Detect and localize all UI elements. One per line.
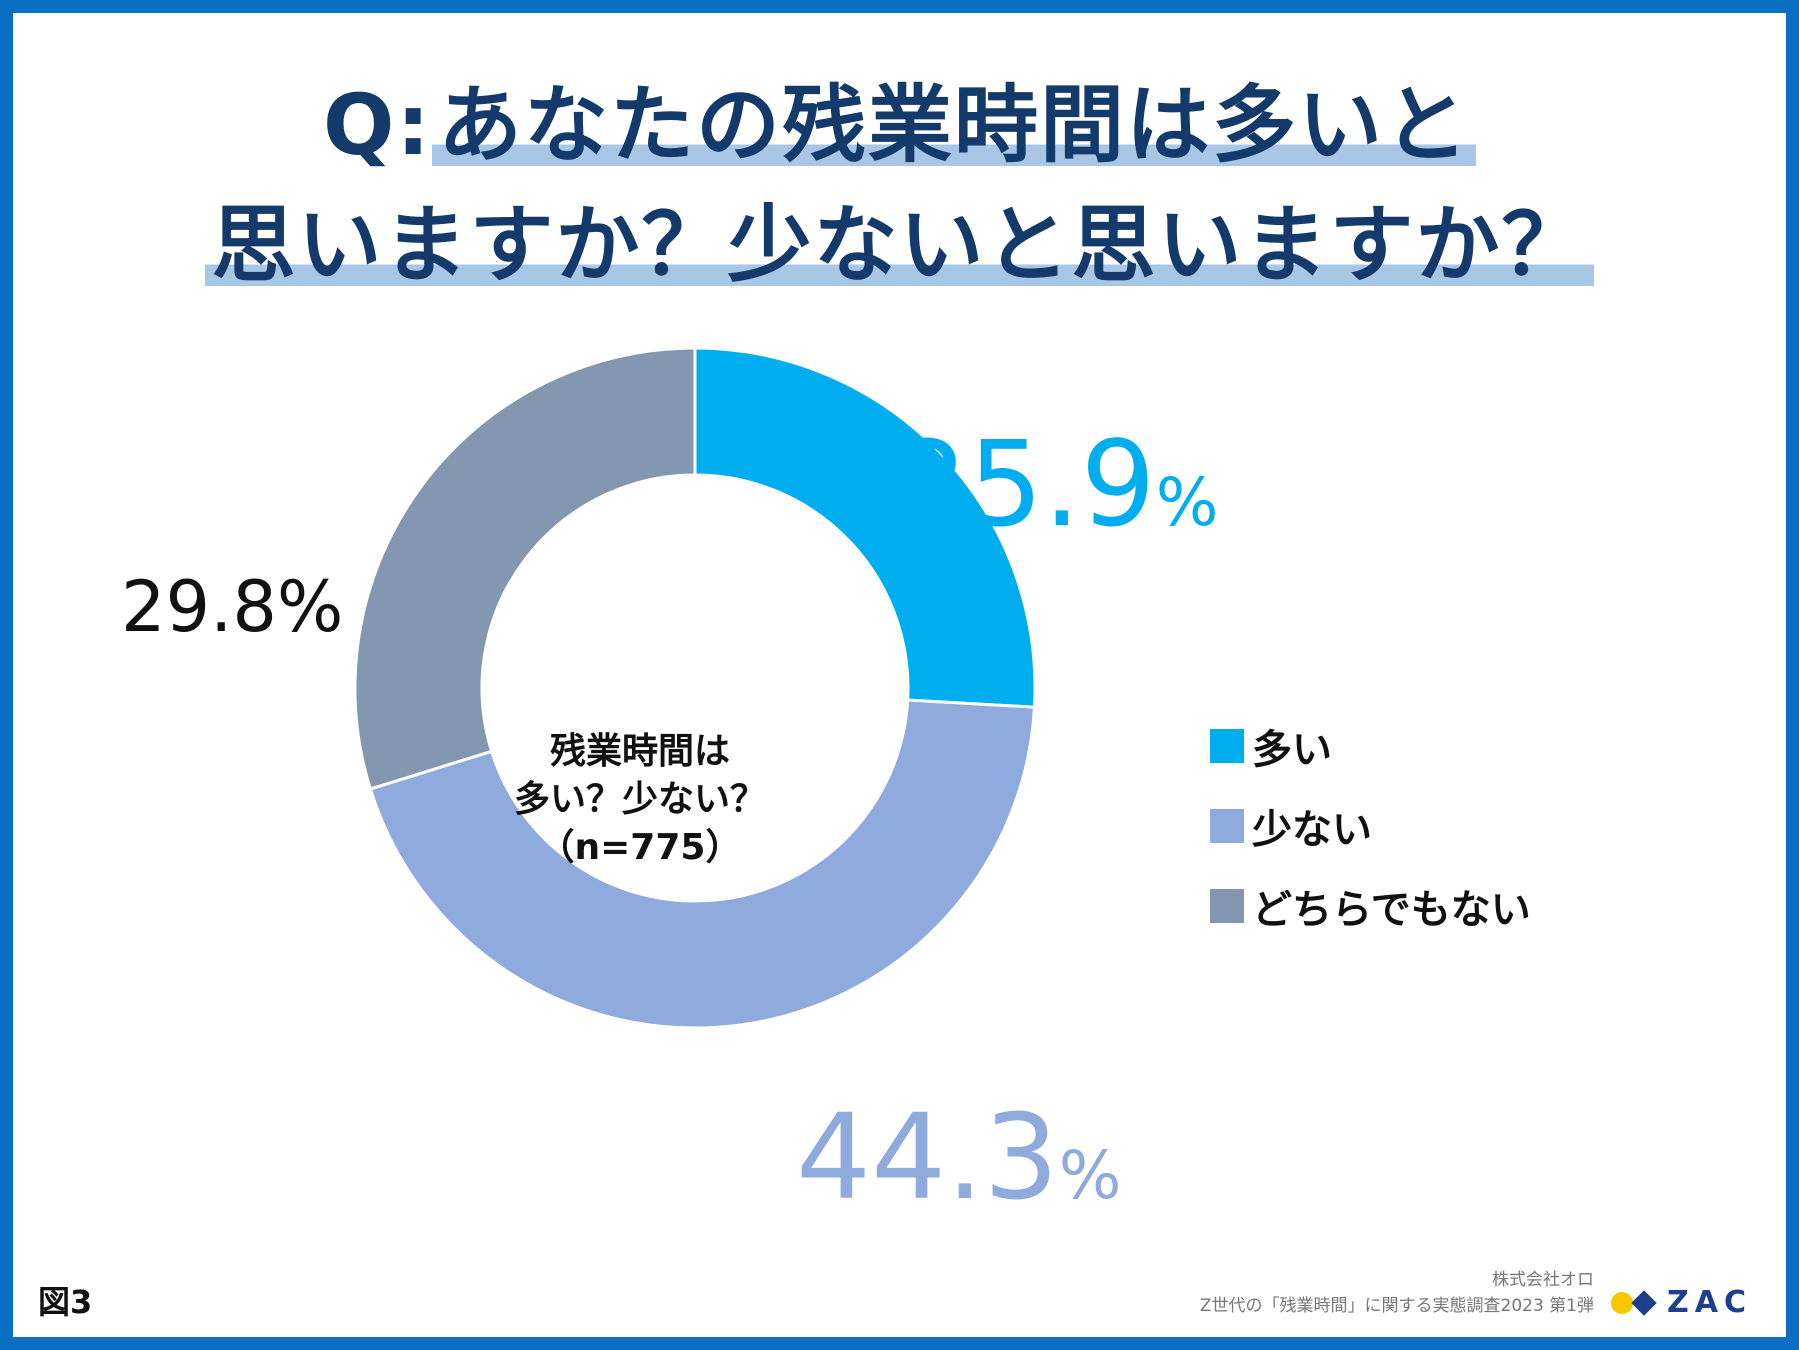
legend-swatch-few — [1210, 809, 1244, 843]
center-label-line-2: 多い？少ない？ — [513, 779, 766, 820]
logo-text: ZAC — [1667, 1285, 1752, 1320]
legend-item-neither: どちらでもない — [1210, 866, 1531, 946]
slice-few — [368, 698, 1037, 1030]
legend-label-few: 少ない — [1252, 807, 1372, 853]
credit-block: 株式会社オロ Z世代の「残業時間」に関する実態調査2023 第1弾 — [1200, 1267, 1594, 1319]
legend-swatch-many — [1210, 729, 1244, 763]
donut-chart: 25.9% 44.3% 29.8% — [121, 346, 1218, 1226]
logo-diamond-icon — [1631, 1289, 1657, 1316]
slice-neither — [353, 346, 697, 791]
legend-label-many: 多い — [1252, 727, 1332, 773]
title-line-1-text: あなたの残業時間は多いと — [431, 76, 1476, 174]
title-line-2-text: 思いますか？少ないと思いますか？ — [205, 196, 1594, 294]
data-label-few: 44.3% — [796, 1088, 1121, 1226]
chart-legend: 多い 少ない どちらでもない — [1210, 706, 1531, 946]
slice-many — [693, 346, 1037, 709]
donut-center-label: 残業時間は 多い？少ない？ （n=775） — [460, 728, 820, 872]
title-line-2: 思いますか？少ないと思いますか？ — [13, 195, 1786, 295]
center-label-line-3: （n=775） — [538, 827, 742, 868]
legend-swatch-neither — [1210, 889, 1244, 923]
logo-dot-icon — [1611, 1291, 1633, 1314]
credit-company: 株式会社オロ — [1492, 1270, 1594, 1290]
legend-label-neither: どちらでもない — [1252, 887, 1531, 933]
legend-item-few: 少ない — [1210, 786, 1531, 866]
legend-item-many: 多い — [1210, 706, 1531, 786]
slide-frame: Q:あなたの残業時間は多いと 思いますか？少ないと思いますか？ 25.9% 44.… — [13, 13, 1786, 1337]
figure-label: 図3 — [38, 1283, 93, 1321]
title-prefix: Q: — [322, 76, 432, 174]
center-label-line-1: 残業時間は — [549, 731, 730, 772]
zac-logo: ZAC — [1611, 1285, 1752, 1320]
title-line-1: Q:あなたの残業時間は多いと — [13, 75, 1786, 175]
data-label-many: 25.9% — [893, 415, 1218, 553]
data-label-neither: 29.8% — [121, 566, 343, 648]
credit-survey: Z世代の「残業時間」に関する実態調査2023 第1弾 — [1199, 1296, 1594, 1316]
